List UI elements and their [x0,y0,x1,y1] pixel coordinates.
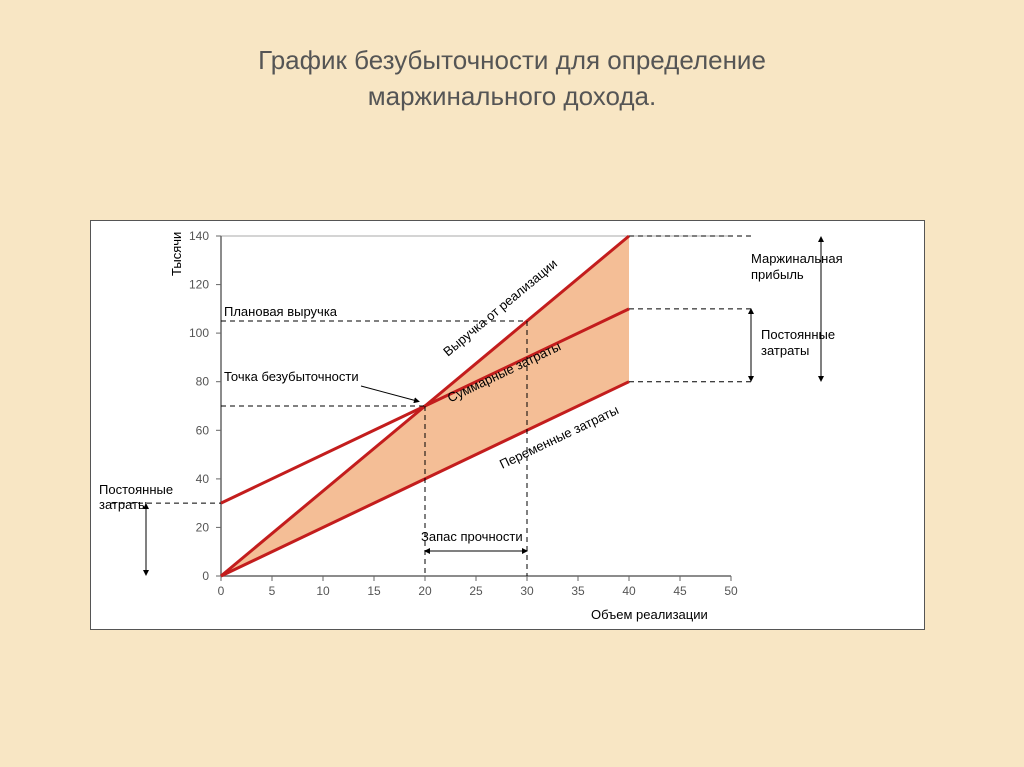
safety-label: Запас прочности [421,529,523,544]
svg-text:140: 140 [189,229,209,243]
svg-text:25: 25 [469,584,483,598]
breakeven-label: Точка безубыточности [224,369,359,384]
breakeven-arrow [361,386,417,401]
chart-svg: 0 20 40 60 80 100 120 140 0 5 10 15 20 2… [91,221,926,631]
planned-revenue-label: Плановая выручка [224,304,338,319]
fixed-right-label-1: Постоянные [761,327,835,342]
svg-text:15: 15 [367,584,381,598]
svg-text:100: 100 [189,326,209,340]
marginal-label-1: Маржинальная [751,251,843,266]
svg-text:20: 20 [196,520,210,534]
svg-text:40: 40 [622,584,636,598]
marginal-label-2: прибыль [751,267,804,282]
svg-text:35: 35 [571,584,585,598]
svg-text:40: 40 [196,472,210,486]
x-axis-label: Объем реализации [591,607,708,622]
svg-text:80: 80 [196,375,210,389]
fixed-left-label-1: Постоянные [99,482,173,497]
svg-text:60: 60 [196,423,210,437]
svg-text:10: 10 [316,584,330,598]
x-ticks: 0 5 10 15 20 25 30 45 40 45 50 [218,576,738,598]
svg-text:20: 20 [418,584,432,598]
fixed-left-label-2: затраты [99,497,147,512]
title-line-1: График безубыточности для определение [258,45,766,75]
breakeven-chart: 0 20 40 60 80 100 120 140 0 5 10 15 20 2… [90,220,925,630]
svg-text:5: 5 [269,584,276,598]
fixed-right-label-2: затраты [761,343,809,358]
svg-text:0: 0 [202,569,209,583]
page-title: График безубыточности для определение ма… [0,0,1024,115]
svg-text:30: 30 [520,584,534,598]
svg-text:45: 45 [673,584,687,598]
svg-text:120: 120 [189,278,209,292]
y-ticks: 0 20 40 60 80 100 120 140 [189,229,221,583]
title-line-2: маржинального дохода. [368,81,656,111]
svg-text:50: 50 [724,584,738,598]
svg-text:0: 0 [218,584,225,598]
y-axis-label: Тысячи [169,232,184,276]
